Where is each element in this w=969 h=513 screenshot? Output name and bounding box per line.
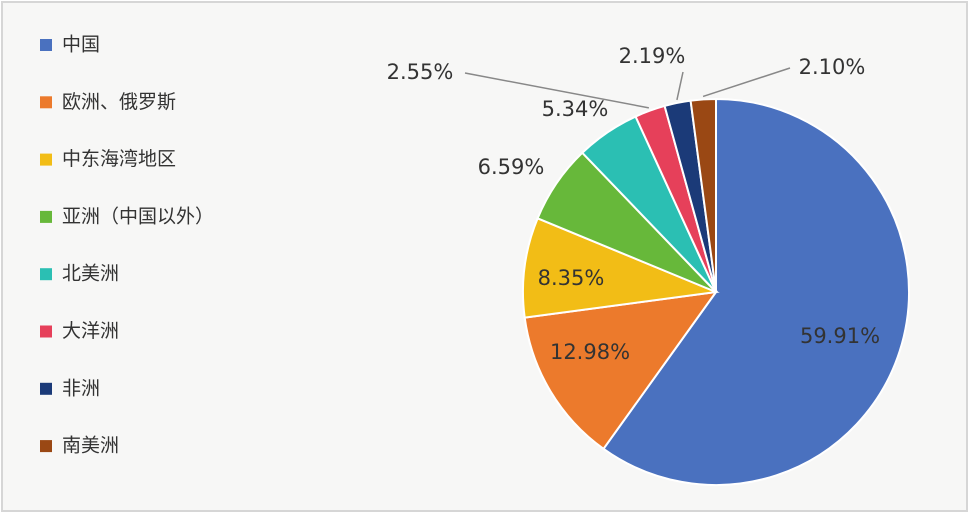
legend-label: 欧洲、俄罗斯 [62, 91, 176, 113]
legend-label: 中国 [62, 34, 100, 56]
legend-label: 亚洲（中国以外） [62, 205, 214, 227]
legend-label: 大洋洲 [62, 320, 119, 342]
pie-slice [523, 290, 719, 451]
legend-label: 中东海湾地区 [62, 148, 176, 170]
value-label: 2.10% [799, 55, 866, 79]
value-label: 12.98% [550, 340, 630, 364]
value-label: 8.35% [538, 266, 605, 290]
pie-slice [602, 97, 910, 486]
legend-swatch [40, 153, 52, 166]
legend-label: 非洲 [62, 377, 100, 399]
legend-swatch [40, 440, 52, 453]
leader-line [464, 72, 650, 109]
value-label: 2.55% [387, 60, 454, 84]
pie-slice [689, 97, 717, 293]
legend-label: 南美洲 [62, 435, 119, 457]
legend-swatch [40, 325, 52, 338]
value-label: 59.91% [800, 324, 880, 348]
pie-slice [522, 217, 720, 319]
legend-swatch [40, 96, 52, 109]
leader-line [676, 71, 684, 101]
legend-swatch [40, 382, 52, 395]
legend-swatch [40, 39, 52, 51]
legend-swatch [40, 268, 52, 281]
value-label: 6.59% [478, 155, 545, 179]
leader-line [702, 67, 791, 98]
value-label: 2.19% [619, 44, 686, 68]
legend-label: 北美洲 [62, 263, 119, 285]
legend-swatch [40, 210, 52, 223]
value-label: 5.34% [542, 97, 609, 121]
